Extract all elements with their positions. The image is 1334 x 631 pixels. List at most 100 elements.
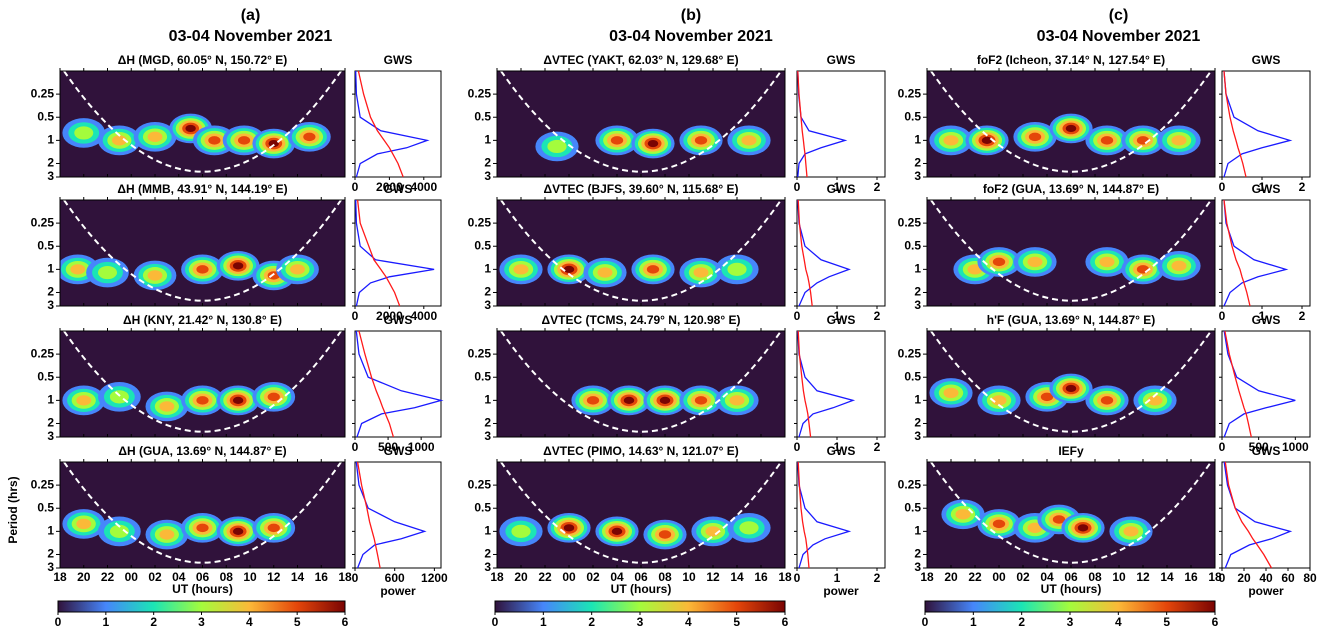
gws-x-tick-label: 20 bbox=[1237, 571, 1251, 585]
x-axis-label: UT (hours) bbox=[172, 582, 233, 596]
x-axis-label: UT (hours) bbox=[1041, 582, 1102, 596]
panel-label: (a) bbox=[241, 7, 261, 24]
gws-frame bbox=[354, 199, 442, 307]
gws-frame bbox=[1221, 330, 1311, 438]
y-tick-label: 0.5 bbox=[904, 500, 921, 514]
y-tick-label: 0.5 bbox=[37, 238, 54, 252]
y-tick-label: 3 bbox=[914, 298, 921, 312]
y-tick-label: 0.25 bbox=[468, 346, 492, 360]
gws-curve bbox=[797, 330, 856, 438]
y-tick-label: 2 bbox=[47, 156, 54, 170]
peak-level bbox=[237, 136, 251, 145]
wavelet-peak bbox=[276, 254, 319, 285]
y-tick-label: 1 bbox=[484, 524, 491, 538]
peak-level bbox=[729, 395, 745, 406]
x-axis-label: UT (hours) bbox=[611, 582, 672, 596]
gws-x-tick-label: 500 bbox=[1249, 440, 1269, 454]
wavelet-peak bbox=[1157, 251, 1201, 281]
y-tick-label: 3 bbox=[47, 169, 54, 183]
wavelet-peak bbox=[1013, 122, 1057, 152]
x-tick-label: 20 bbox=[77, 570, 91, 584]
y-tick-label: 2 bbox=[914, 285, 921, 299]
y-tick-label: 3 bbox=[914, 169, 921, 183]
gws-curve bbox=[1223, 461, 1293, 569]
panel-label: (b) bbox=[681, 7, 701, 24]
wavelet-peak bbox=[62, 118, 106, 148]
y-axis-label: Period (hrs) bbox=[6, 476, 20, 543]
gws-x-tick-label: 1 bbox=[834, 309, 841, 323]
cone-of-influence bbox=[500, 331, 782, 433]
heatmap-bg bbox=[497, 331, 785, 437]
cone-of-influence bbox=[930, 200, 1212, 302]
peak-level bbox=[611, 527, 623, 535]
wavelet-peak bbox=[193, 125, 236, 156]
wavelet-peak bbox=[181, 385, 224, 416]
panel-title: foF2 (GUA, 13.69° N, 144.87° E) bbox=[983, 182, 1159, 196]
gws-x-tick-label: 0 bbox=[352, 440, 359, 454]
y-tick-label: 1 bbox=[484, 262, 491, 276]
colorbar-tick-label: 0 bbox=[492, 615, 499, 629]
gws-title: GWS bbox=[827, 444, 856, 458]
colorbar-tick-label: 6 bbox=[1212, 615, 1219, 629]
peak-level bbox=[511, 524, 531, 538]
y-tick-label: 2 bbox=[484, 156, 491, 170]
peak-level bbox=[563, 524, 575, 532]
y-tick-label: 1 bbox=[914, 133, 921, 147]
y-tick-label: 0.25 bbox=[31, 346, 55, 360]
wavelet-peak bbox=[631, 128, 675, 159]
heatmap-bg bbox=[497, 71, 785, 177]
peak-level bbox=[547, 139, 567, 154]
cone-of-influence bbox=[63, 331, 342, 433]
x-tick-label: 22 bbox=[968, 570, 982, 584]
gws-x-tick-label: 0 bbox=[794, 440, 801, 454]
gws-x-tick-label: 1 bbox=[834, 571, 841, 585]
colorbar-tick-label: 1 bbox=[970, 615, 977, 629]
panel-date: 03-04 November 2021 bbox=[609, 28, 773, 45]
x-tick-label: 12 bbox=[1136, 570, 1150, 584]
wavelet-peak bbox=[1085, 385, 1129, 416]
wavelet-peak bbox=[1157, 125, 1201, 156]
x-tick-label: 14 bbox=[1160, 570, 1174, 584]
y-tick-label: 1 bbox=[914, 262, 921, 276]
y-tick-label: 0.5 bbox=[474, 109, 491, 123]
gws-x-tick-label: 2 bbox=[874, 180, 881, 194]
significance-line bbox=[1224, 330, 1252, 438]
colorbar-tick-label: 4 bbox=[1115, 615, 1122, 629]
cone-of-influence bbox=[63, 462, 342, 564]
gws-x-tick-label: 1200 bbox=[421, 571, 448, 585]
wavelet-peak bbox=[643, 385, 687, 416]
heatmap bbox=[62, 71, 342, 173]
x-tick-label: 16 bbox=[1184, 570, 1198, 584]
significance-line bbox=[797, 199, 813, 307]
panel-title: foF2 (Icheon, 37.14° N, 127.54° E) bbox=[977, 53, 1165, 67]
x-tick-label: 18 bbox=[490, 570, 504, 584]
panel-title: ΔH (MGD, 60.05° N, 150.72° E) bbox=[118, 53, 288, 67]
cone-of-influence bbox=[500, 200, 782, 302]
colorbar-tick-label: 0 bbox=[55, 615, 62, 629]
colorbar-tick-label: 4 bbox=[685, 615, 692, 629]
y-tick-label: 1 bbox=[914, 393, 921, 407]
peak-level bbox=[147, 270, 163, 281]
gws-curve bbox=[1223, 70, 1293, 178]
peak-level bbox=[1147, 395, 1163, 406]
gws-x-tick-label: 2 bbox=[874, 571, 881, 585]
peak-level bbox=[76, 518, 92, 530]
y-tick-label: 3 bbox=[47, 429, 54, 443]
gws-title: GWS bbox=[1252, 313, 1281, 327]
peak-level bbox=[268, 139, 279, 148]
y-tick-label: 3 bbox=[484, 169, 491, 183]
colorbar-tick-label: 5 bbox=[294, 615, 301, 629]
wavelet-peak bbox=[977, 247, 1021, 277]
x-tick-label: 18 bbox=[920, 570, 934, 584]
peak-level bbox=[185, 124, 196, 133]
wavelet-peak bbox=[929, 125, 973, 156]
peak-level bbox=[955, 509, 971, 520]
cone-of-influence bbox=[930, 71, 1212, 173]
y-tick-label: 0.25 bbox=[898, 346, 922, 360]
gws-x-tick-label: 0 bbox=[1219, 571, 1226, 585]
x-tick-label: 02 bbox=[148, 570, 162, 584]
significance-line bbox=[1223, 199, 1251, 307]
wavelet-peak bbox=[679, 257, 723, 288]
peak-level bbox=[563, 265, 575, 273]
peak-level bbox=[992, 519, 1006, 529]
